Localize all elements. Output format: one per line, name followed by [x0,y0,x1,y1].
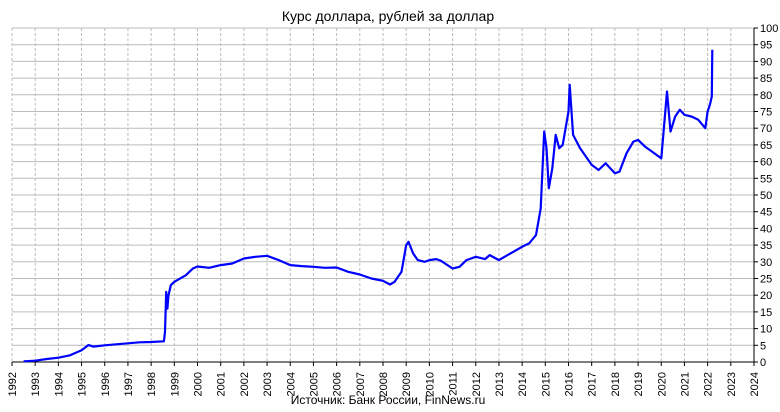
y-tick-label: 60 [760,157,772,169]
x-tick-label: 2018 [610,372,622,396]
x-tick-label: 2017 [587,372,599,396]
y-tick-label: 70 [760,123,772,135]
x-tick-label: 2011 [448,372,460,396]
y-tick-label: 25 [760,274,772,286]
y-tick-label: 20 [760,290,772,302]
y-tick-label: 30 [760,257,772,269]
x-tick-label: 2023 [726,372,738,396]
y-tick-label: 45 [760,207,772,219]
x-tick-label: 2010 [424,372,436,396]
y-tick-label: 90 [760,56,772,68]
x-tick-label: 2008 [378,372,390,396]
y-tick-label: 40 [760,223,772,235]
y-tick-label: 10 [760,324,772,336]
x-tick-label: 1995 [77,372,89,396]
y-tick-label: 0 [760,357,766,369]
x-tick-label: 2000 [193,372,205,396]
series-line [23,49,714,363]
series-layer [23,49,714,363]
x-tick-label: 2001 [216,372,228,396]
x-tick-label: 2014 [517,372,529,396]
x-tick-label: 2021 [679,372,691,396]
y-tick-label: 15 [760,307,772,319]
x-axis-ticks: 1992 1993 1994 1995 1996 1997 1998 1999 2000 2001… [7,372,761,396]
x-tick-label: 2007 [355,372,367,396]
x-tick-label: 2009 [401,372,413,396]
y-tick-label: 65 [760,140,772,152]
x-tick-label: 2019 [633,372,645,396]
x-tick-label: 2012 [471,372,483,396]
x-tick-label: 2003 [262,372,274,396]
y-axis-ticks: 0 5 10 15 20 25 30 35 40 45 50 55 60 65 70 75 80 85 90 95 10… [760,23,778,369]
x-tick-label: 2022 [703,372,715,396]
x-tick-label: 2013 [494,372,506,396]
grid-lines [11,27,755,363]
x-tick-label: 1993 [30,372,42,396]
y-tick-label: 5 [760,340,766,352]
x-tick-label: 2002 [239,372,251,396]
y-tick-label: 80 [760,90,772,102]
x-tick-label: 2015 [540,372,552,396]
source-note: Источник: Банк России, FinNews.ru [291,393,486,407]
x-tick-label: 2005 [308,372,320,396]
x-tick-label: 2004 [285,372,297,396]
x-tick-label: 1997 [123,372,135,396]
x-tick-label: 1996 [100,372,112,396]
x-tick-label: 1998 [146,372,158,396]
y-tick-label: 75 [760,107,772,119]
x-tick-label: 1994 [53,372,65,396]
y-tick-label: 55 [760,173,772,185]
x-tick-label: 2016 [564,372,576,396]
y-tick-label: 50 [760,190,772,202]
y-tick-label: 85 [760,73,772,85]
x-tick-label: 1999 [169,372,181,396]
y-tick-label: 100 [760,23,778,35]
x-tick-label: 2006 [332,372,344,396]
y-tick-label: 95 [760,40,772,52]
chart-title: Курс доллара, рублей за доллар [282,8,495,24]
axes [11,27,758,366]
x-tick-label: 2024 [749,372,761,396]
x-tick-label: 2020 [656,372,668,396]
y-tick-label: 35 [760,240,772,252]
x-tick-label: 1992 [7,372,19,396]
